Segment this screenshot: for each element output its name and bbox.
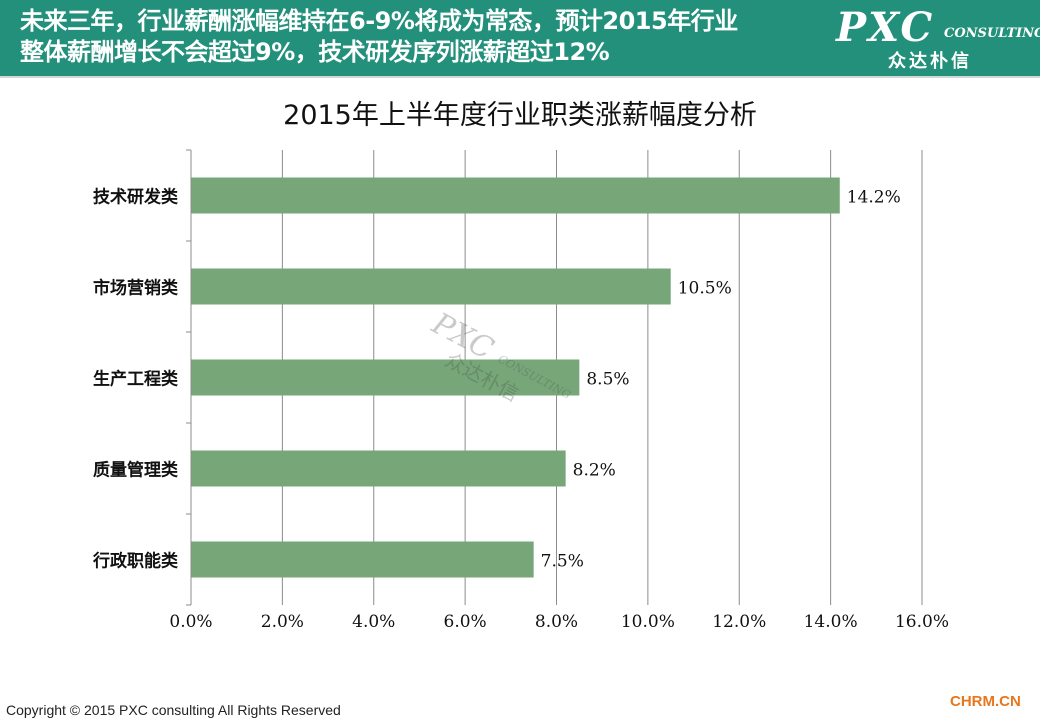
data-label: 8.2% (573, 461, 616, 481)
x-tick-label: 16.0% (895, 612, 949, 632)
bar (191, 450, 566, 487)
category-label: 行政职能类 (92, 551, 179, 572)
data-label: 8.5% (586, 370, 629, 390)
logo-brand: PXC (836, 4, 935, 51)
data-label: 14.2% (847, 188, 901, 208)
header-banner: 未来三年，行业薪酬涨幅维持在6-9%将成为常态，预计2015年行业 整体薪酬增长… (0, 0, 1040, 78)
chart-title: 2015年上半年度行业职类涨薪幅度分析 (283, 100, 757, 131)
data-label: 7.5% (541, 552, 584, 572)
x-tick-label: 0.0% (169, 612, 212, 632)
header-line-1: 未来三年，行业薪酬涨幅维持在6-9%将成为常态，预计2015年行业 (20, 7, 738, 35)
category-label: 生产工程类 (93, 369, 179, 390)
category-label: 市场营销类 (93, 278, 179, 299)
copyright-text: Copyright © 2015 PXC consulting All Righ… (6, 702, 341, 718)
bar (191, 177, 840, 214)
x-tick-label: 8.0% (535, 612, 578, 632)
x-tick-label: 12.0% (712, 612, 766, 632)
data-label: 10.5% (678, 279, 732, 299)
header-line-2: 整体薪酬增长不会超过9%，技术研发序列涨薪超过12% (20, 38, 610, 66)
logo-chinese-name: 众达朴信 (888, 51, 972, 72)
x-tick-label: 14.0% (804, 612, 858, 632)
category-label: 质量管理类 (93, 460, 179, 481)
pxc-logo: PXC CONSULTING 众达朴信 (832, 4, 1040, 72)
category-label: 技术研发类 (93, 187, 179, 208)
logo-tagline: CONSULTING (944, 26, 1040, 41)
x-tick-label: 10.0% (621, 612, 675, 632)
bar (191, 268, 671, 305)
site-brand: CHRM.CN (950, 693, 1021, 710)
header-text: 未来三年，行业薪酬涨幅维持在6-9%将成为常态，预计2015年行业 整体薪酬增长… (20, 6, 820, 68)
x-tick-label: 4.0% (352, 612, 395, 632)
x-tick-label: 6.0% (444, 612, 487, 632)
bar (191, 541, 534, 578)
bar (191, 359, 580, 396)
x-tick-label: 2.0% (261, 612, 304, 632)
